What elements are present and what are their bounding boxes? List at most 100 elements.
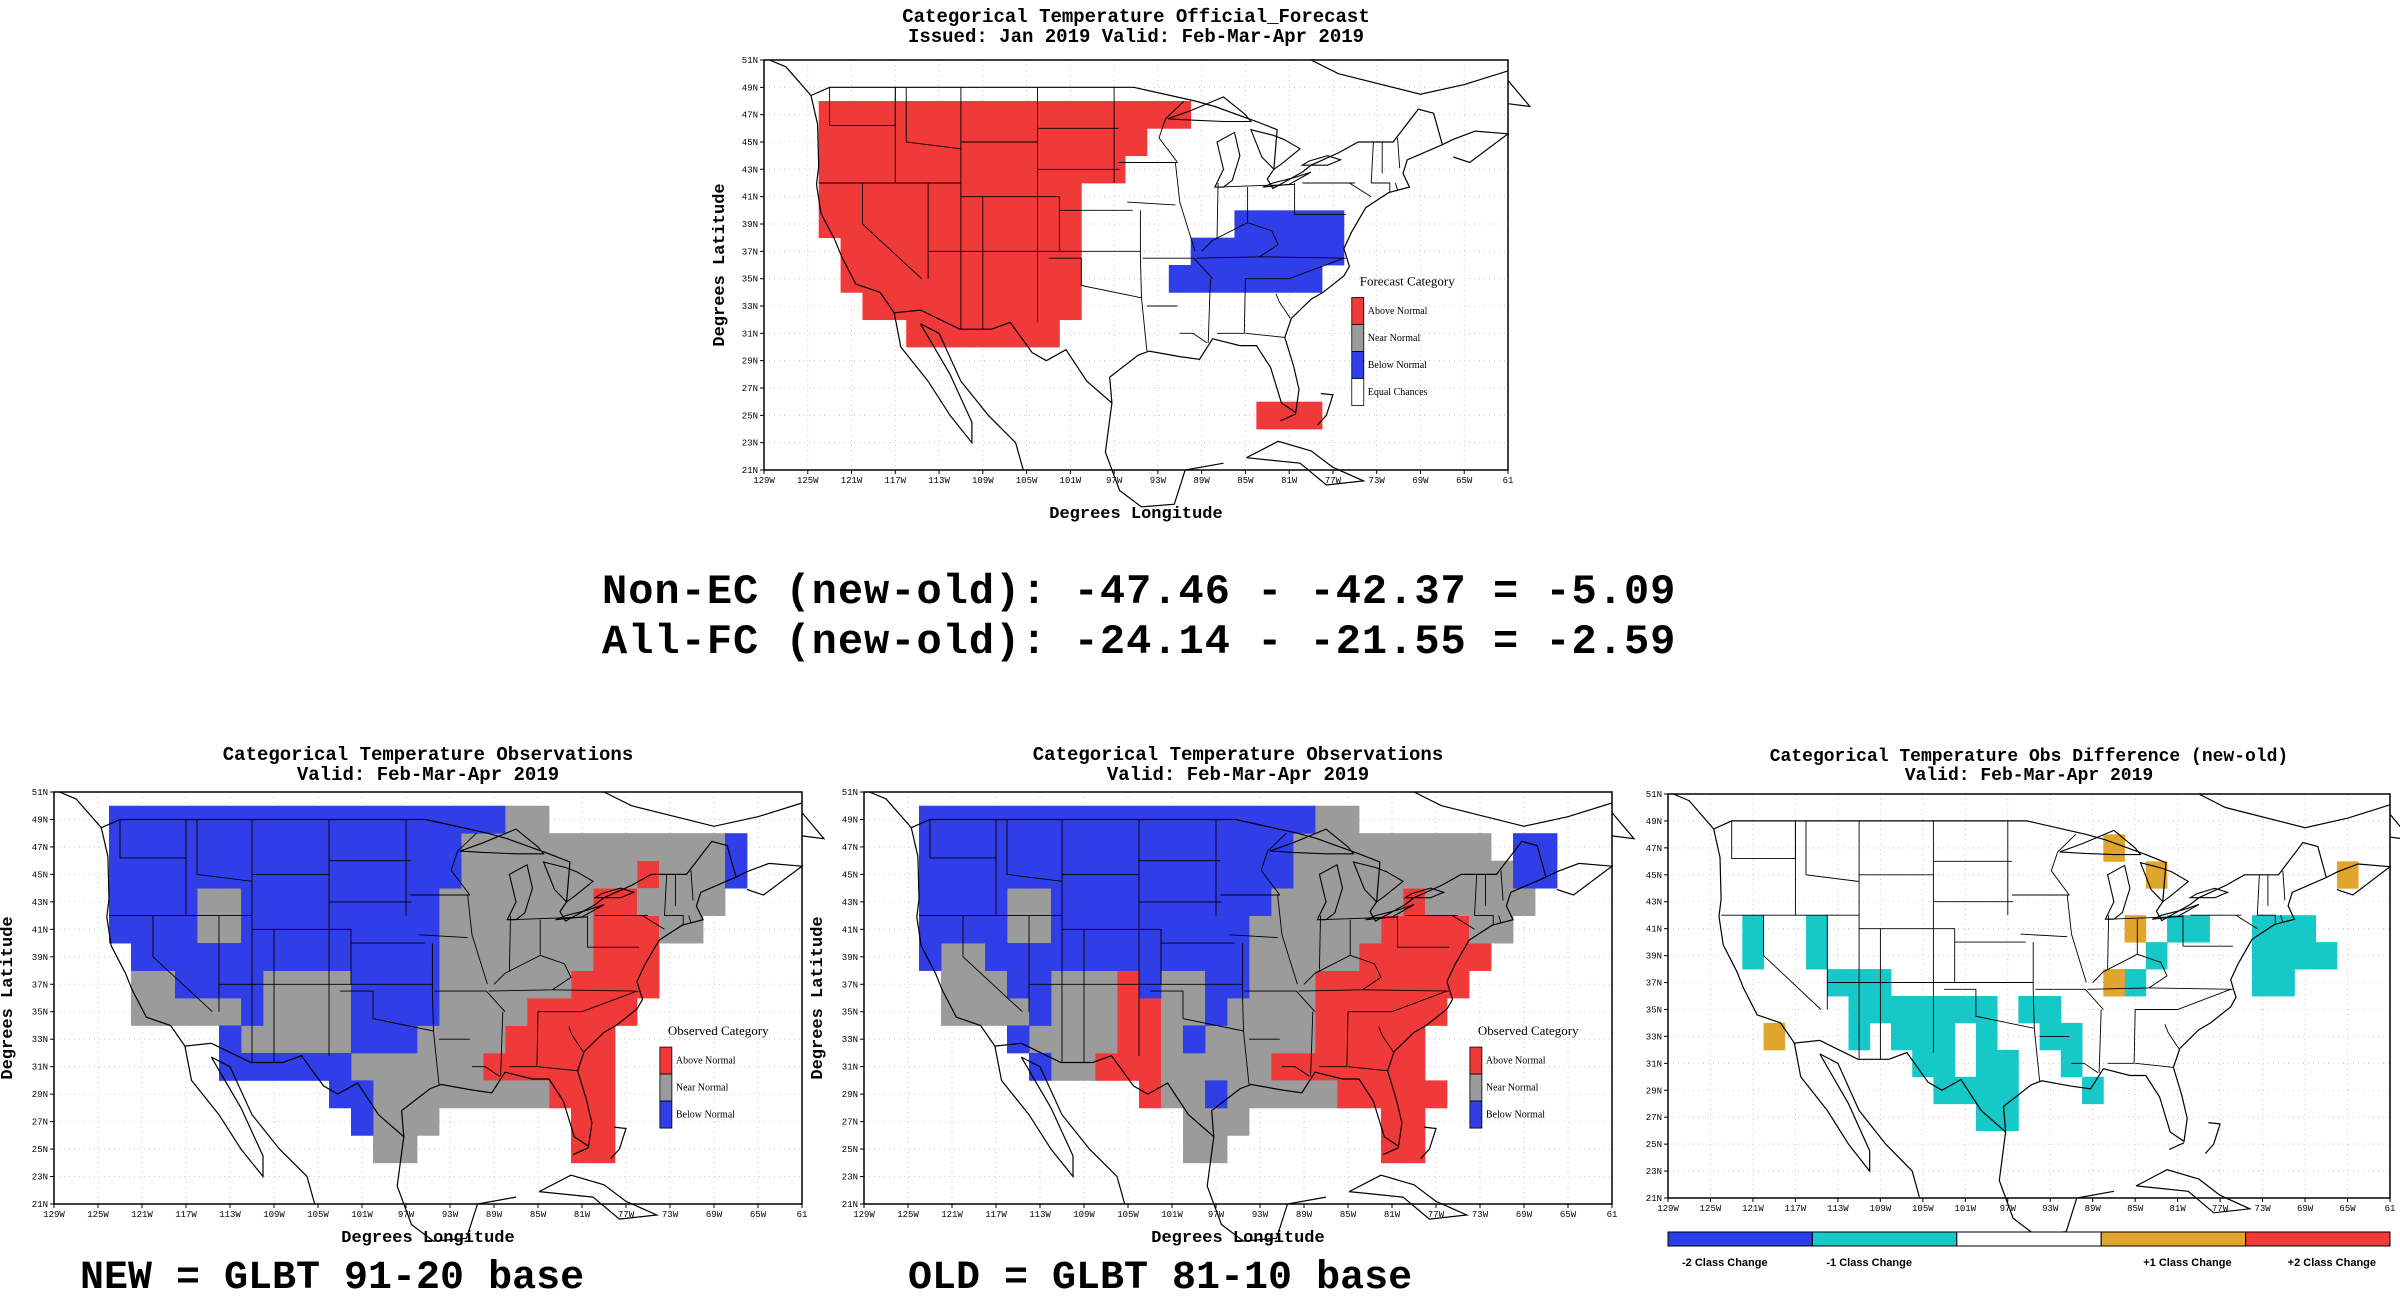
lon-tick-label: 85W: [1237, 476, 1254, 486]
grid-cell-minus1: [1975, 996, 1998, 1024]
lon-tick-label: 113W: [928, 476, 950, 486]
lon-tick-label: 61: [2385, 1204, 2396, 1214]
grid-cell-minus1: [2273, 942, 2295, 970]
lat-tick-label: 21N: [842, 1200, 858, 1210]
grid-cell-below: [941, 833, 964, 862]
grid-cell-above: [571, 1025, 594, 1054]
coastline-cuba: [538, 1174, 660, 1220]
grid-cell-below: [1161, 833, 1184, 862]
coastline-cuba: [2135, 1169, 2253, 1214]
lon-tick-label: 125W: [1700, 1204, 1722, 1214]
grid-cell-near: [1403, 860, 1426, 889]
grid-cell-minus1: [2273, 915, 2295, 943]
lon-tick-label: 125W: [897, 1210, 919, 1220]
legend-swatch: [1469, 1046, 1483, 1075]
grid-cell-above: [1447, 943, 1470, 971]
state-border: [664, 874, 668, 916]
grid-cell-below: [1322, 210, 1345, 239]
grid-cell-near: [439, 970, 462, 999]
grid-cell-near: [1359, 888, 1382, 916]
legend-title: Observed Category: [1478, 1023, 1579, 1038]
lon-tick-label: 65W: [2339, 1204, 2356, 1214]
grid-cell-near: [1249, 915, 1272, 944]
grid-cell-below: [417, 998, 440, 1026]
grid-cell-above: [1015, 292, 1038, 321]
grid-cell-below: [153, 860, 176, 889]
state-border: [509, 1011, 539, 1068]
state-border: [1944, 988, 2035, 1029]
lon-tick-label: 97W: [1208, 1210, 1225, 1220]
coastline-canada_north: [769, 59, 812, 96]
grid-cell-below: [1168, 265, 1192, 293]
map-title: Categorical Temperature Official_Forecas…: [902, 6, 1369, 28]
coastline-florida_keys: [2168, 1142, 2185, 1151]
lat-tick-label: 47N: [32, 843, 48, 853]
coastline-florida_keys: [572, 1147, 589, 1156]
grid-cell-above: [906, 319, 929, 348]
lat-tick-label: 45N: [742, 138, 758, 148]
grid-cell-near: [351, 1052, 374, 1081]
grid-cell-near: [1337, 888, 1360, 916]
grid-cell-below: [373, 860, 396, 889]
state-border: [1370, 141, 1374, 184]
lon-tick-label: 61: [797, 1210, 808, 1220]
coastline-florida_keys: [1382, 1147, 1399, 1156]
coastline-mex_pacific: [211, 1056, 316, 1205]
grid-cell-below: [1139, 943, 1162, 971]
lon-tick-label: 129W: [1657, 1204, 1679, 1214]
grid-cell-above: [928, 292, 951, 321]
grid-cell-above: [840, 183, 863, 211]
lon-tick-label: 81W: [1384, 1210, 1401, 1220]
lon-tick-label: 89W: [2085, 1204, 2102, 1214]
grid-cell-below: [197, 970, 220, 999]
coastline-baja: [994, 1045, 1074, 1179]
grid-cell-minus1: [2294, 942, 2317, 970]
lat-tick-label: 45N: [1646, 871, 1662, 881]
grid-cell-near: [1425, 833, 1448, 862]
lon-tick-label: 105W: [307, 1210, 329, 1220]
lat-tick-label: 43N: [1646, 898, 1662, 908]
map-title: Categorical Temperature Observations: [223, 744, 633, 766]
grid-cell-above: [1015, 210, 1038, 239]
grid-cell-above: [1059, 265, 1082, 293]
coastline-nova_scotia: [1545, 862, 1614, 896]
grid-cell-below: [1212, 237, 1235, 266]
grid-cell-above: [1037, 292, 1060, 321]
state-border: [431, 943, 440, 1085]
grid-cell-above: [615, 943, 638, 971]
grid-cell-near: [175, 998, 198, 1026]
lat-tick-label: 41N: [32, 925, 48, 935]
grid-cell-below: [373, 998, 396, 1026]
obs-old-map: Categorical Temperature ObservationsVali…: [809, 744, 1636, 1248]
old-base-caption: OLD = GLBT 81-10 base: [908, 1256, 1413, 1301]
grid-cell-below: [1073, 888, 1096, 916]
lat-tick-label: 45N: [842, 870, 858, 880]
great-lake: [1365, 904, 1415, 921]
grid-cell-below: [153, 833, 176, 862]
grid-cell-minus1: [1997, 1049, 2019, 1078]
grid-cell-above: [1381, 1135, 1404, 1164]
y-axis-label: Degrees Latitude: [0, 916, 18, 1079]
grid-cell-near: [1359, 833, 1382, 862]
grid-cell-above: [906, 237, 929, 266]
grid-cell-above: [840, 210, 863, 239]
grid-cell-below: [351, 860, 374, 889]
grid-cell-above: [928, 210, 951, 239]
legend-swatch: [659, 1046, 673, 1075]
grid-cell-near: [1447, 860, 1470, 889]
grid-cell-above: [1315, 998, 1338, 1026]
grid-cell-below: [417, 833, 440, 862]
grid-cell-below: [285, 888, 308, 916]
grid-cell-plus1: [2124, 915, 2147, 943]
lon-tick-label: 81W: [2170, 1204, 2187, 1214]
grid-cell-above: [615, 970, 638, 999]
grid-cell-below: [131, 943, 154, 971]
lon-tick-label: 77W: [2212, 1204, 2229, 1214]
grid-cell-near: [571, 943, 594, 971]
grid-cell-below: [131, 833, 154, 862]
grid-cell-minus1: [1954, 996, 1977, 1024]
great-lake: [1262, 171, 1312, 188]
grid-cell-below: [219, 943, 242, 971]
grid-cell-below: [1205, 915, 1228, 944]
grid-cell-below: [985, 915, 1008, 944]
